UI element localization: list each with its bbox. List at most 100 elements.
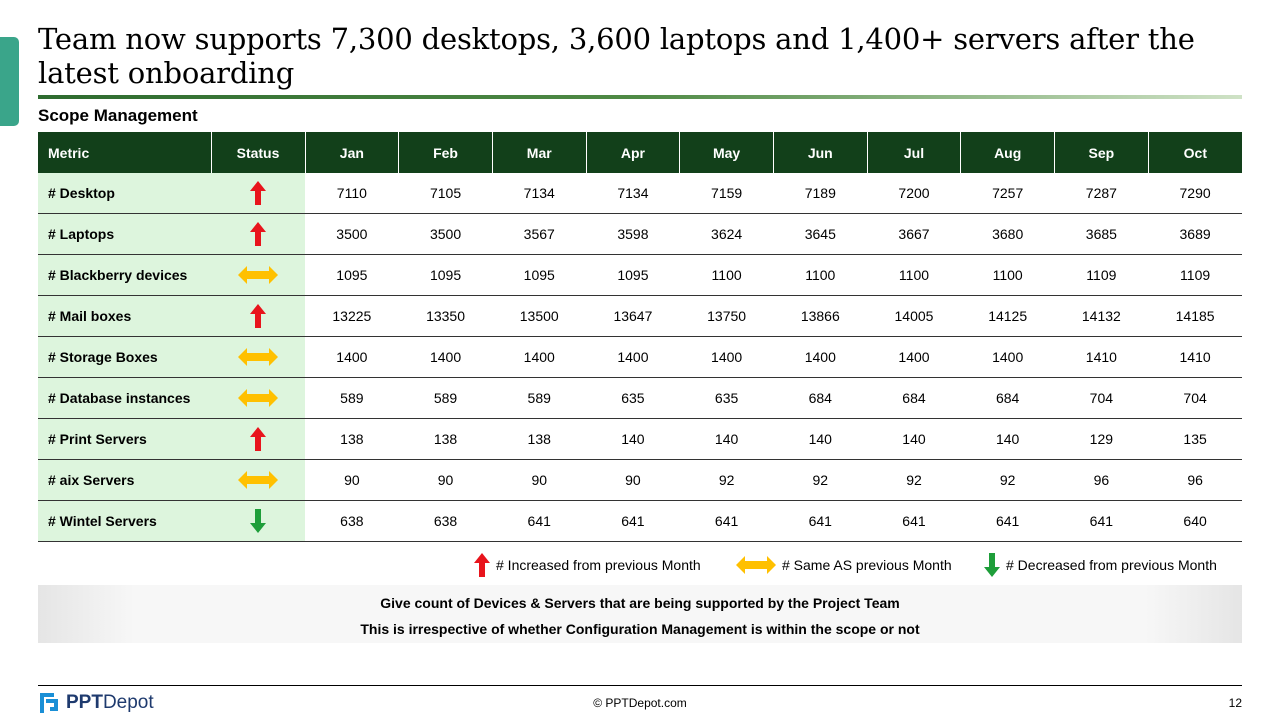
legend-label-decreased: # Decreased from previous Month [1006,557,1217,573]
value-cell: 1100 [867,254,961,296]
metric-label: # Blackberry devices [38,254,212,296]
metric-label: # Mail boxes [38,295,212,337]
value-cell: 635 [679,377,774,419]
value-cell: 7290 [1148,173,1242,214]
table-row: # aix Servers 90 90 90 90 92 92 92 92 96 96 [38,459,1242,501]
value-cell: 1400 [398,336,493,378]
column-header: Jan [305,132,400,173]
value-cell: 684 [867,377,961,419]
note-box: Give count of Devices & Servers that are… [38,585,1242,643]
value-cell: 589 [492,377,587,419]
value-cell: 1400 [492,336,587,378]
value-cell: 90 [492,459,587,501]
value-cell: 13225 [305,295,399,337]
value-cell: 640 [1148,500,1242,542]
value-cell: 1400 [679,336,774,378]
value-cell: 641 [492,500,587,542]
value-cell: 13647 [586,295,680,337]
status-cell [211,377,306,419]
value-cell: 14132 [1054,295,1149,337]
arrow-up-icon [474,553,490,577]
metric-label: # Storage Boxes [38,336,212,378]
value-cell: 13750 [679,295,774,337]
value-cell: 1400 [773,336,868,378]
note-line-2: This is irrespective of whether Configur… [360,621,920,637]
column-header: Status [211,132,306,173]
footer-divider [38,685,1242,686]
page-number: 12 [1228,696,1242,710]
table-row: # Wintel Servers 638 638 641 641 641 641 641 641… [38,500,1242,542]
value-cell: 1109 [1054,254,1149,296]
value-cell: 1095 [586,254,680,296]
status-legend: # Increased from previous Month # Same A… [474,551,1244,579]
table-row: # Print Servers 138 138 138 140 140 140 140 140 1… [38,418,1242,460]
value-cell: 129 [1054,418,1149,460]
metric-label: # Wintel Servers [38,500,212,542]
status-cell [211,500,306,542]
title-divider [38,95,1242,99]
table-row: # Laptops 3500 3500 3567 3598 3624 3645 3667 368… [38,213,1242,255]
value-cell: 92 [773,459,868,501]
column-header: Sep [1054,132,1149,173]
arrow-down-icon [984,553,1000,577]
value-cell: 7287 [1054,173,1149,214]
value-cell: 1100 [773,254,868,296]
column-header: Jul [867,132,962,173]
legend-item-same: # Same AS previous Month [736,551,952,579]
value-cell: 7200 [867,173,961,214]
column-header: Metric [38,132,212,173]
value-cell: 3598 [586,213,680,255]
value-cell: 7105 [398,173,493,214]
arrow-up-icon [250,427,267,451]
value-cell: 704 [1148,377,1242,419]
value-cell: 13866 [773,295,868,337]
value-cell: 92 [867,459,961,501]
legend-item-decreased: # Decreased from previous Month [984,551,1217,579]
value-cell: 140 [960,418,1055,460]
arrow-up-icon [250,181,267,205]
value-cell: 90 [305,459,399,501]
value-cell: 1400 [305,336,399,378]
value-cell: 14005 [867,295,961,337]
value-cell: 1095 [492,254,587,296]
table-row: # Database instances 589 589 589 635 635 684 68… [38,377,1242,419]
metric-label: # aix Servers [38,459,212,501]
logo-mark-icon [40,693,58,713]
metric-label: # Laptops [38,213,212,255]
value-cell: 7159 [679,173,774,214]
value-cell: 589 [305,377,399,419]
column-header: Feb [398,132,493,173]
copyright-text: © PPTDepot.com [593,696,687,710]
value-cell: 92 [960,459,1055,501]
table-header-row: Metric Status Jan Feb Mar Apr May Jun Jul Aug Sep O… [38,132,1242,173]
arrow-left-right-icon [238,389,279,408]
arrow-left-right-icon [238,266,279,285]
value-cell: 1410 [1148,336,1242,378]
value-cell: 14185 [1148,295,1242,337]
value-cell: 1400 [867,336,961,378]
value-cell: 96 [1054,459,1149,501]
arrow-up-icon [250,304,267,328]
value-cell: 140 [679,418,774,460]
value-cell: 635 [586,377,680,419]
value-cell: 638 [398,500,493,542]
value-cell: 7110 [305,173,399,214]
value-cell: 641 [586,500,680,542]
value-cell: 3500 [398,213,493,255]
value-cell: 641 [867,500,961,542]
status-cell [211,418,306,460]
status-cell [211,213,306,255]
value-cell: 13350 [398,295,493,337]
value-cell: 1400 [960,336,1055,378]
legend-label-increased: # Increased from previous Month [496,557,701,573]
arrow-left-right-icon [238,471,279,490]
table-row: # Storage Boxes 1400 1400 1400 1400 1400 1400 1… [38,336,1242,378]
status-cell [211,254,306,296]
value-cell: 684 [773,377,868,419]
pptdepot-logo: PPTDepot [38,690,154,716]
value-cell: 3567 [492,213,587,255]
page-title: Team now supports 7,300 desktops, 3,600 … [38,22,1195,90]
arrow-up-icon [250,222,267,246]
value-cell: 638 [305,500,399,542]
value-cell: 1100 [960,254,1055,296]
